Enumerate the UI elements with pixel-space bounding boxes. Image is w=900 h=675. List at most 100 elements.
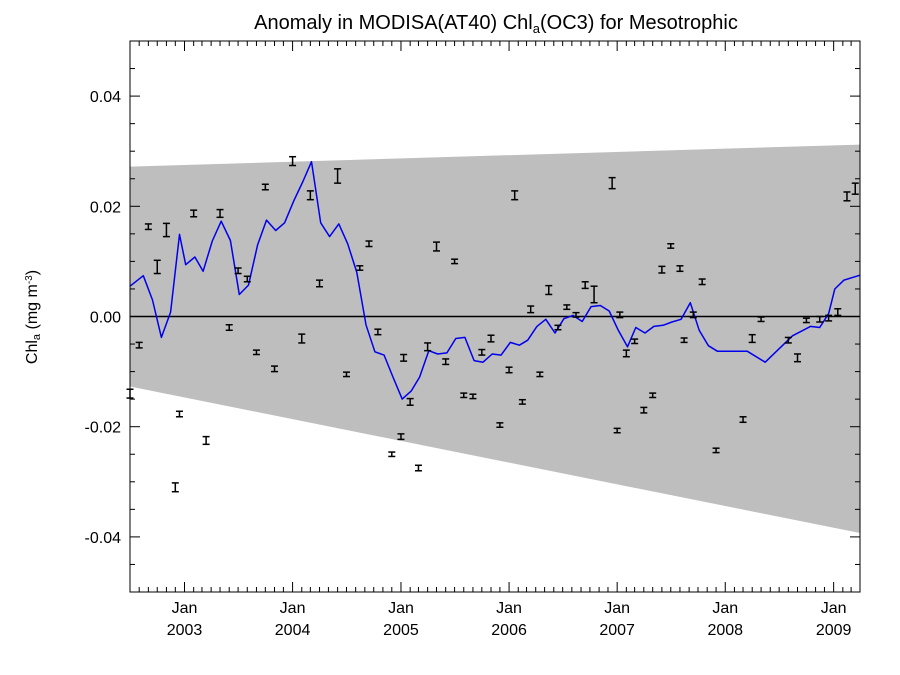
errorbar-point <box>757 316 765 323</box>
anomaly-line-layer <box>129 160 861 400</box>
errorbar-point <box>698 278 706 286</box>
x-tick-year-label: 2005 <box>383 622 419 639</box>
errorbar-point <box>365 240 373 248</box>
anomaly-line <box>129 160 861 400</box>
y-tick-label: 0.00 <box>90 310 121 327</box>
errorbar-point <box>518 398 526 405</box>
errorbar-point <box>802 317 810 324</box>
errorbar-point <box>554 324 562 331</box>
x-tick-month-label: Jan <box>388 600 414 617</box>
errorbar-point <box>460 392 468 399</box>
x-tick-month-label: Jan <box>821 600 847 617</box>
y-tick-label: -0.04 <box>85 530 122 547</box>
errorbar-point <box>825 314 833 322</box>
errorbar-point <box>342 371 350 378</box>
errorbar-point <box>680 337 688 344</box>
errorbar-point <box>271 365 279 373</box>
errorbar-point <box>658 265 666 274</box>
errorbar-point <box>616 311 624 319</box>
errorbar-point <box>536 371 544 378</box>
errorbar-point <box>851 182 859 195</box>
errorbar-point <box>243 275 251 283</box>
errorbar-point <box>545 284 553 296</box>
errorbar-point <box>414 464 422 472</box>
errorbar-point <box>374 328 382 336</box>
errorbar-point <box>676 265 684 273</box>
ylabel-superscript: -3 <box>24 275 35 284</box>
title-tail: (OC3) for Mesotrophic <box>540 12 738 34</box>
errorbar-point <box>442 358 450 366</box>
x-tick-year-label: 2008 <box>707 622 743 639</box>
x-tick-month-label: Jan <box>604 600 630 617</box>
x-tick-month-label: Jan <box>496 600 522 617</box>
errorbar-point <box>171 482 179 493</box>
errorbar-point <box>252 349 260 356</box>
errorbar-point <box>689 311 697 319</box>
errorbar-point <box>261 183 269 191</box>
errorbar-point <box>234 267 242 275</box>
errorbar-point <box>608 176 616 190</box>
errorbar-point <box>712 447 720 454</box>
errorbar-point <box>175 410 183 418</box>
errorbar-point <box>298 333 306 344</box>
x-tick-year-label: 2003 <box>167 622 203 639</box>
errorbar-point <box>511 190 519 201</box>
errorbar-point <box>834 308 842 317</box>
errorbar-point <box>451 258 459 265</box>
ylabel-unit: (mg m <box>24 284 41 334</box>
errorbar-point <box>631 338 639 345</box>
errorbar-point <box>496 422 504 429</box>
errorbar-point <box>563 304 571 311</box>
ylabel-subscript: a <box>31 333 43 340</box>
errorbar-point <box>487 334 495 343</box>
errorbar-point <box>649 392 657 399</box>
x-tick-month-label: Jan <box>172 600 198 617</box>
errorbar-point <box>216 208 224 219</box>
errorbar-point <box>202 435 210 446</box>
errorbar-point <box>406 397 414 406</box>
y-tick-label: 0.04 <box>90 89 121 106</box>
errorbar-point <box>816 315 824 323</box>
errorbar-point <box>433 241 441 252</box>
x-tick-year-label: 2007 <box>599 622 635 639</box>
errorbar-point <box>843 191 851 202</box>
errorbar-point <box>316 279 324 288</box>
errorbar-point <box>794 353 802 363</box>
errorbar-point <box>135 341 143 349</box>
errorbar-point <box>527 305 535 314</box>
errorbar-point <box>356 265 364 271</box>
errorbar-layer <box>126 155 859 493</box>
y-tick-label: -0.02 <box>85 420 122 437</box>
errorbar-point <box>190 209 198 218</box>
errorbar-point <box>748 333 756 344</box>
errorbar-point <box>388 451 396 458</box>
title-subscript: a <box>533 21 541 36</box>
x-tick-year-label: 2006 <box>491 622 527 639</box>
errorbar-point <box>784 336 792 344</box>
errorbar-point <box>334 168 342 184</box>
errorbar-point <box>640 406 648 414</box>
errorbar-point <box>397 433 405 441</box>
errorbar-point <box>469 393 477 400</box>
chart-title: Anomaly in MODISA(AT40) Chla(OC3) for Me… <box>254 12 738 36</box>
errorbar-point <box>162 222 170 238</box>
errorbar-point <box>622 349 630 358</box>
y-tick-label: 0.02 <box>90 199 121 216</box>
envelope-band-layer <box>130 144 860 534</box>
errorbar-point <box>613 427 621 434</box>
errorbar-point <box>590 285 598 304</box>
title-main: Anomaly in MODISA(AT40) Chl <box>254 12 533 34</box>
ylabel-close: ) <box>24 270 41 275</box>
x-tick-month-label: Jan <box>280 600 306 617</box>
errorbar-point <box>424 342 432 352</box>
errorbar-point <box>153 259 161 275</box>
y-axis-label: Chla (mg m-3) <box>24 270 44 364</box>
errorbar-point <box>144 223 152 231</box>
errorbar-point <box>306 190 314 201</box>
errorbar-point <box>289 155 297 167</box>
axes-layer: 0.04 0.02 0.00 -0.02 -0.04 Jan 2003 Jan 2004 Jan 2… <box>85 40 861 639</box>
errorbar-point <box>581 281 589 290</box>
ylabel-main: Chl <box>24 340 41 364</box>
errorbar-point <box>572 311 580 318</box>
